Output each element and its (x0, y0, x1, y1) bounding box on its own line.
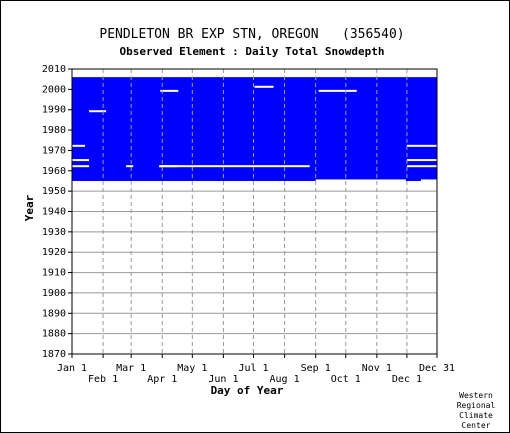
y-tick-label: 1960 (42, 166, 66, 177)
credit-block: Western Regional Climate Center (457, 391, 496, 430)
plot-area: 1870 1880 1890 1900 1910 1920 1930 1940 1950 1960… (42, 64, 455, 385)
data-gap (89, 110, 107, 113)
data-gap (406, 159, 437, 162)
credit-line-1: Western (459, 391, 493, 400)
data-gap (159, 165, 310, 168)
y-tick-label: 1890 (42, 308, 66, 319)
y-axis-label: Year (23, 194, 36, 221)
x-tick-label: Feb 1 (88, 374, 118, 385)
x-tick-label: May 1 (177, 363, 207, 374)
data-gap (315, 179, 406, 182)
y-tick-label: 2010 (42, 64, 66, 75)
y-tick-label: 1880 (42, 329, 66, 340)
x-tick-label: Jun 1 (208, 374, 238, 385)
x-tick-label: Apr 1 (147, 374, 177, 385)
x-tick-label: Oct 1 (331, 374, 361, 385)
chart-subtitle: Observed Element : Daily Total Snowdepth (120, 45, 385, 58)
x-tick-label: Sep 1 (301, 363, 331, 374)
data-gap (72, 144, 86, 147)
x-tick-label: Mar 1 (116, 363, 146, 374)
x-tick-label: Nov 1 (362, 363, 392, 374)
data-gap (406, 165, 437, 168)
data-gap (406, 144, 437, 147)
x-axis-label: Day of Year (211, 384, 284, 397)
x-tick-label: Dec 31 (419, 363, 455, 374)
plot-border (71, 68, 438, 355)
x-tick-label: Jul 1 (238, 363, 268, 374)
data-gap (126, 165, 134, 168)
data-gap (160, 89, 179, 92)
data-coverage-block (72, 77, 437, 181)
y-tick-label: 1970 (42, 145, 66, 156)
data-gap (420, 179, 437, 182)
credit-line-2: Regional (457, 401, 496, 410)
y-tick-label: 1980 (42, 125, 66, 136)
data-gap (254, 85, 274, 88)
credit-line-3: Climate (459, 411, 493, 420)
y-tick-label: 1930 (42, 227, 66, 238)
x-tick-label: Dec 1 (392, 374, 422, 385)
credit-line-4: Center (462, 421, 491, 430)
y-tick-label: 1870 (42, 349, 66, 360)
y-tick-label: 1910 (42, 268, 66, 279)
x-tick-label: Aug 1 (270, 374, 300, 385)
data-gap (318, 89, 357, 92)
y-tick-label: 1940 (42, 207, 66, 218)
x-tick-label: Jan 1 (57, 363, 87, 374)
data-gap (72, 159, 90, 162)
y-tick-label: 1950 (42, 186, 66, 197)
y-tick-label: 2000 (42, 84, 66, 95)
chart-title: PENDLETON BR EXP STN, OREGON (356540) (99, 27, 404, 42)
y-tick-label: 1990 (42, 105, 66, 116)
y-tick-label: 1900 (42, 288, 66, 299)
y-tick-label: 1920 (42, 247, 66, 258)
data-gap (72, 165, 90, 168)
